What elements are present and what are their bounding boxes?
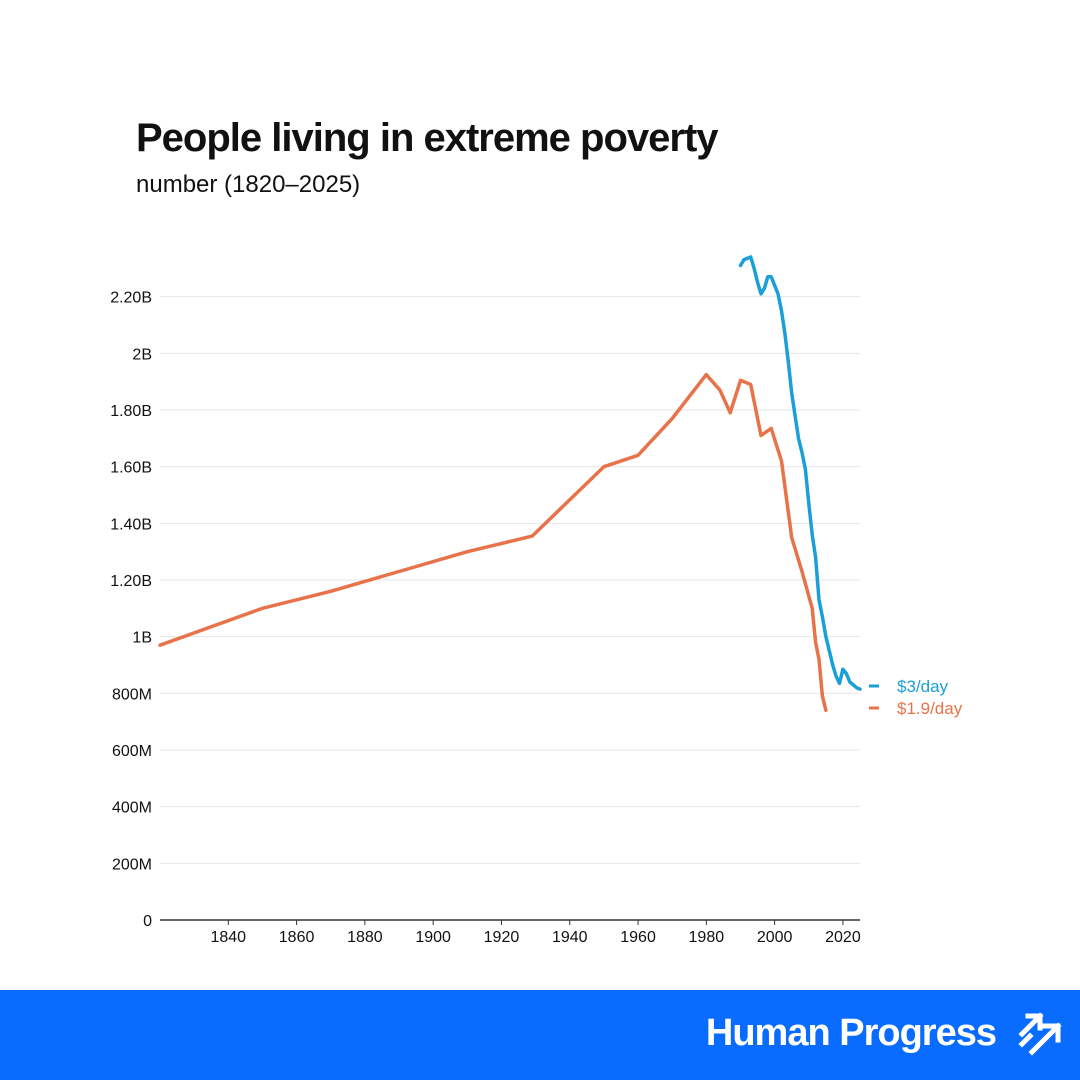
poverty-line-chart: 0 200M 400M 600M 800M 1B 1.20B 1.40B 1.60B 1.80B 2… — [110, 255, 963, 946]
series-line-usd-3-per-day — [738, 255, 862, 691]
series-line-usd-1-9-per-day — [158, 372, 828, 713]
x-tick-label: 2000 — [757, 929, 793, 946]
chart-subtitle: number (1820–2025) — [136, 171, 361, 198]
y-tick-label: 2B — [132, 346, 152, 363]
x-tick-label: 1920 — [484, 929, 520, 946]
y-tick-label: 1.80B — [110, 403, 152, 420]
y-tick-label: 0 — [143, 913, 152, 930]
x-tick-label: 1860 — [279, 929, 315, 946]
legend-label-usd-3-per-day: $3/day — [897, 677, 949, 696]
x-tick-label: 1900 — [415, 929, 451, 946]
y-tick-label: 1.40B — [110, 516, 152, 533]
x-tick-label: 1940 — [552, 929, 588, 946]
y-tick-label: 400M — [112, 800, 152, 817]
y-tick-label: 2.20B — [110, 290, 152, 307]
y-tick-label: 600M — [112, 743, 152, 760]
y-tick-label: 200M — [112, 856, 152, 873]
x-tick-label: 2020 — [825, 929, 861, 946]
chart-title: People living in extreme poverty — [136, 116, 719, 160]
y-tick-label: 1.20B — [110, 573, 152, 590]
legend-label-usd-1-9-per-day: $1.9/day — [897, 699, 963, 718]
x-tick-label: 1980 — [689, 929, 725, 946]
footer-bar: Human Progress — [0, 990, 1080, 1080]
x-tick-label: 1840 — [210, 929, 246, 946]
brand-name: Human Progress — [705, 1012, 997, 1054]
x-tick-label: 1960 — [620, 929, 656, 946]
y-tick-label: 1B — [132, 630, 152, 647]
y-tick-label: 800M — [112, 686, 152, 703]
y-tick-label: 1.60B — [110, 460, 152, 477]
x-tick-label: 1880 — [347, 929, 383, 946]
human-progress-logo-icon — [1018, 1012, 1062, 1056]
